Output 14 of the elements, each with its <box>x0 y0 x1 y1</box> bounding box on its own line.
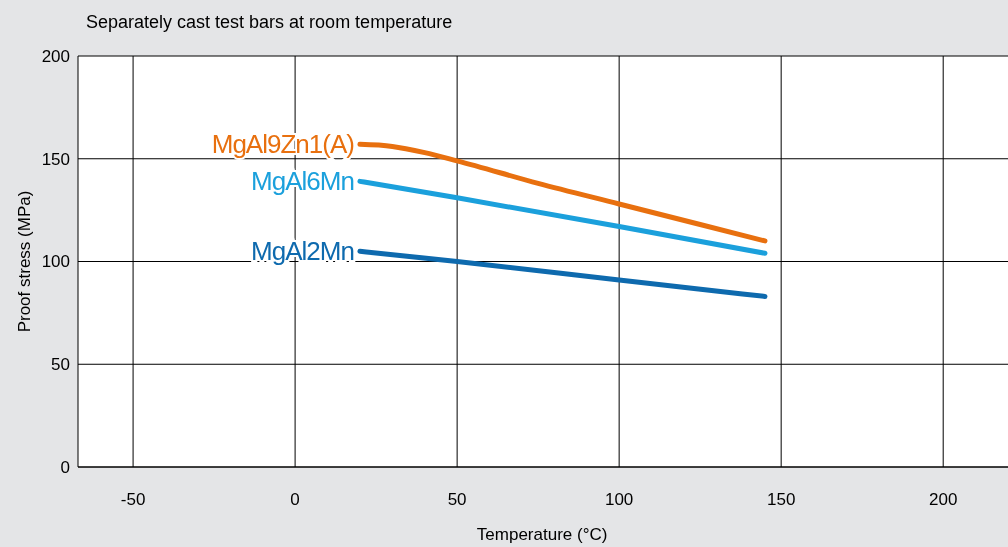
x-tick-label: -50 <box>120 490 146 509</box>
x-tick-label: 0 <box>290 490 300 509</box>
x-tick-label: 200 <box>929 490 958 509</box>
y-tick-label: 0 <box>60 457 70 477</box>
chart-title: Separately cast test bars at room temperature <box>86 12 453 32</box>
y-tick-label: 100 <box>41 252 70 272</box>
y-tick-label: 50 <box>51 355 70 375</box>
x-tick-label: 100 <box>604 490 634 509</box>
y-tick-label: 150 <box>41 149 70 169</box>
y-axis-title: Proof stress (MPa) <box>15 190 34 333</box>
x-tick-label: 150 <box>766 490 796 509</box>
y-tick-label: 200 <box>41 46 70 66</box>
x-axis-title: Temperature (°C) <box>476 525 608 544</box>
x-tick-label: 50 <box>447 490 467 509</box>
